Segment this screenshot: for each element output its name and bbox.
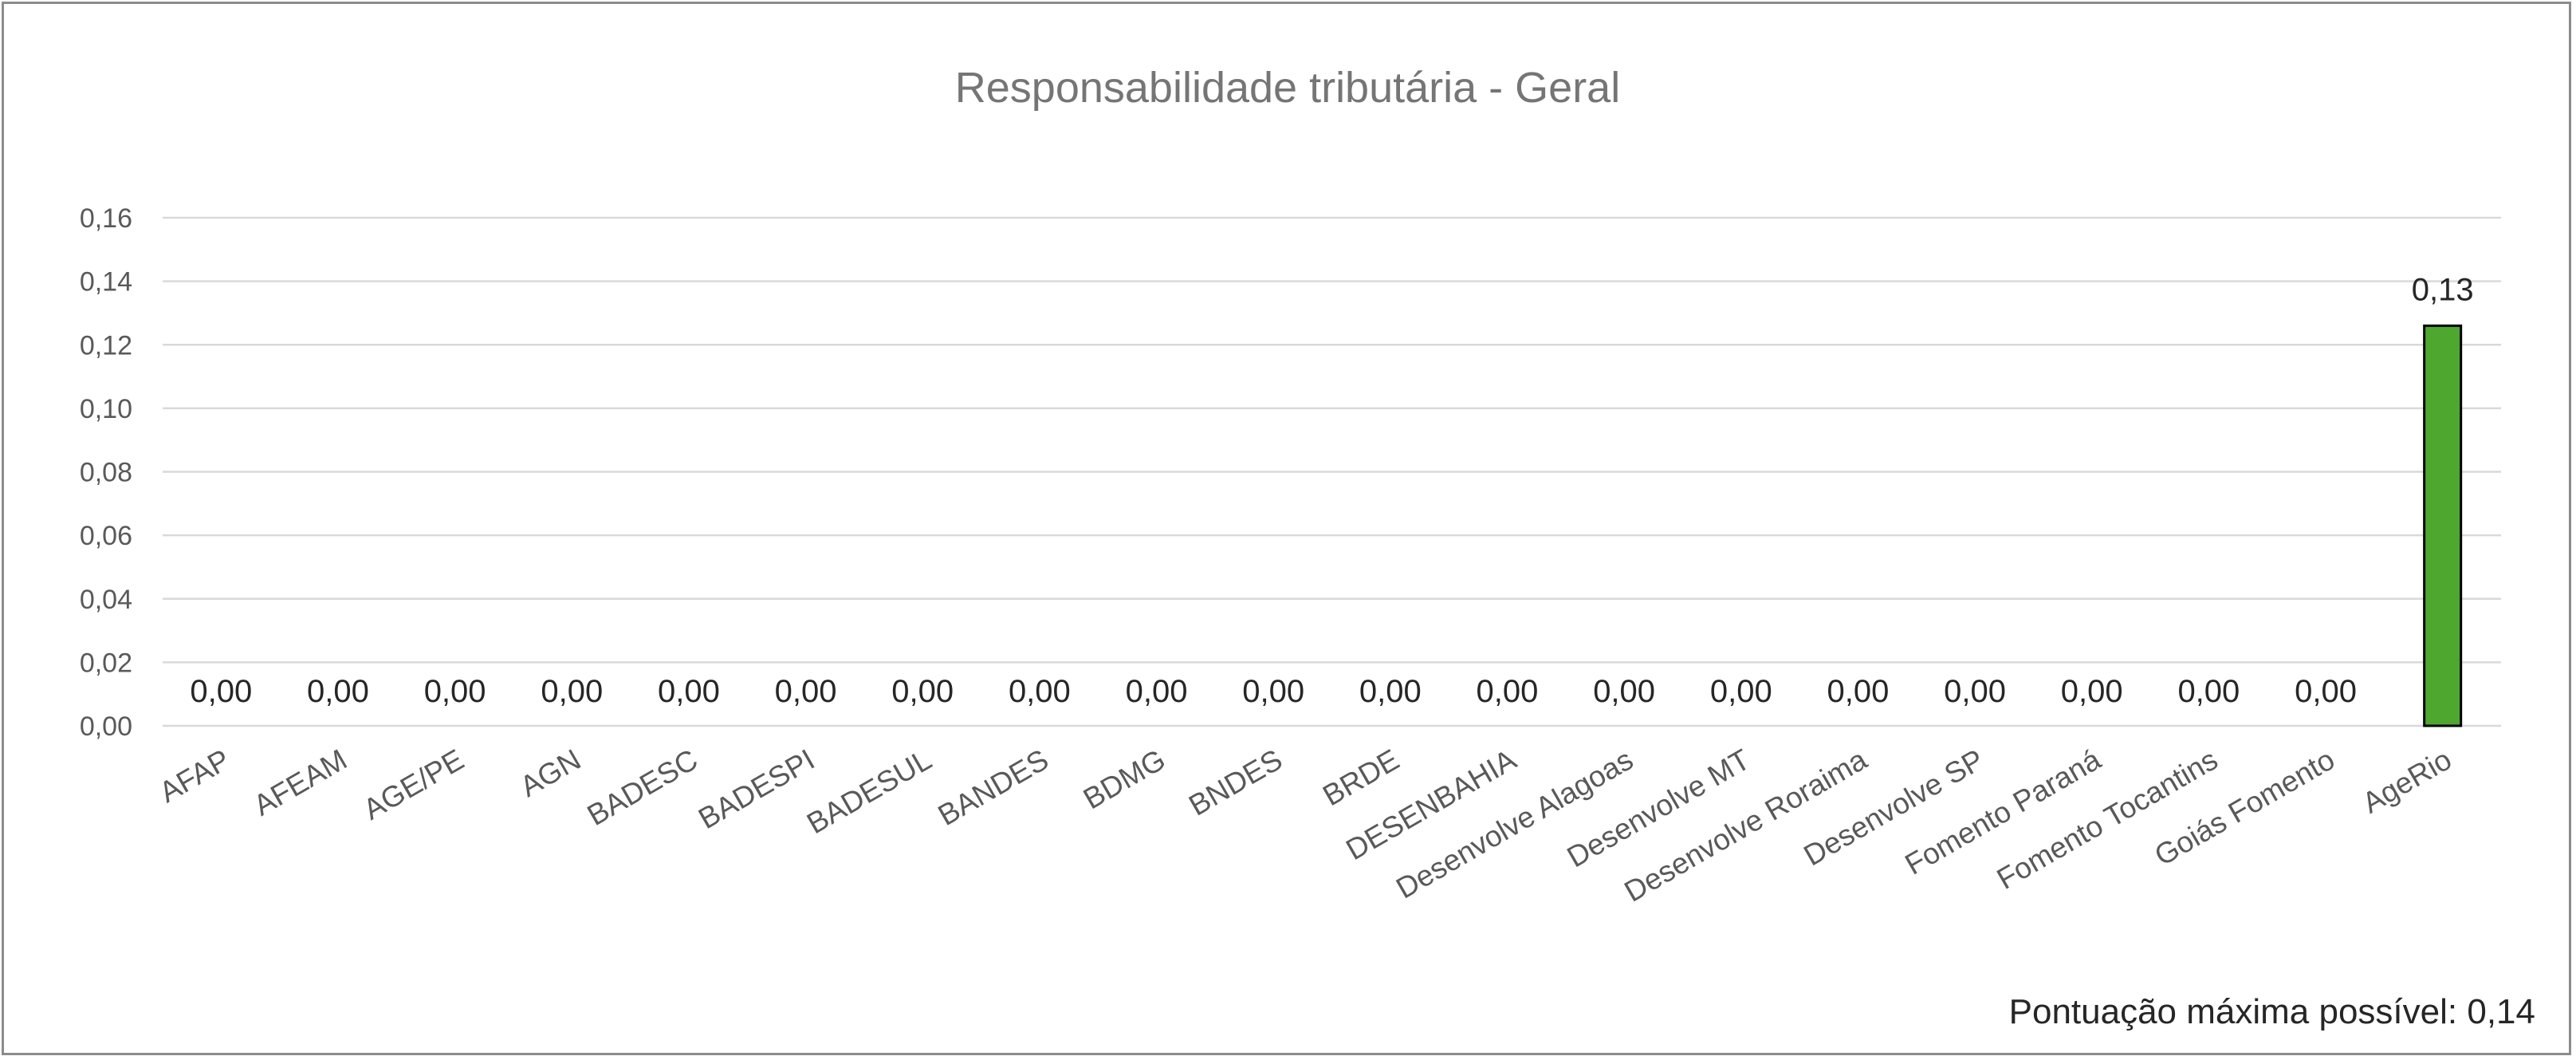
x-tick-label: BADESPI — [693, 743, 820, 835]
data-labels: 0,00 0,00 0,00 0,00 0,00 0,00 0,00 0,00 0,00 0,00… — [190, 272, 2473, 709]
x-tick-label: BADESUL — [801, 743, 937, 840]
x-tick-label: AGE/PE — [358, 743, 470, 826]
y-tick-label: 0,06 — [80, 521, 132, 551]
y-tick-label: 0,00 — [80, 711, 132, 742]
data-label: 0,00 — [1242, 674, 1304, 709]
data-label: 0,00 — [190, 674, 252, 709]
y-tick-label: 0,12 — [80, 330, 132, 361]
y-tick-label: 0,04 — [80, 585, 132, 615]
y-axis-ticks: 0,00 0,02 0,04 0,06 0,08 0,10 0,12 0,14 0,16 — [80, 203, 132, 742]
data-label: 0,00 — [2295, 674, 2357, 709]
chart-title: Responsabilidade tributária - Geral — [955, 64, 1620, 112]
data-label: 0,00 — [891, 674, 954, 709]
data-label: 0,00 — [1944, 674, 2006, 709]
y-tick-label: 0,14 — [80, 267, 132, 298]
x-tick-label: AgeRio — [2357, 743, 2457, 819]
x-tick-label: BRDE — [1317, 743, 1405, 812]
data-label: 0,00 — [775, 674, 837, 709]
data-label: 0,00 — [2177, 674, 2240, 709]
data-label: 0,00 — [1009, 674, 1071, 709]
gridlines — [163, 216, 2501, 727]
data-label: 0,00 — [1710, 674, 1772, 709]
x-tick-label: Fomento Tocantins — [1992, 743, 2224, 895]
x-tick-label: AFEAM — [248, 743, 352, 822]
x-tick-label: AFAP — [154, 743, 235, 809]
data-label: 0,00 — [1359, 674, 1422, 709]
max-score-annotation: Pontuação máxima possível: 0,14 — [2009, 992, 2535, 1031]
x-tick-label: BADESC — [582, 743, 703, 832]
data-label: 0,00 — [2061, 674, 2123, 709]
data-label: 0,00 — [424, 674, 486, 709]
data-label: 0,00 — [658, 674, 720, 709]
x-tick-label: AGN — [514, 743, 586, 803]
data-label: 0,00 — [1827, 674, 1889, 709]
data-label: 0,00 — [1593, 674, 1655, 709]
bar — [2423, 324, 2463, 727]
x-tick-label: BNDES — [1183, 743, 1288, 822]
x-tick-label: BDMG — [1078, 743, 1171, 815]
x-axis-ticks: AFAP AFEAM AGE/PE AGNBADESCBADESPIBADESULBA… — [154, 743, 2457, 908]
y-tick-label: 0,02 — [80, 648, 132, 678]
y-tick-label: 0,16 — [80, 203, 132, 234]
y-tick-label: 0,10 — [80, 394, 132, 424]
data-label: 0,00 — [1126, 674, 1188, 709]
x-tick-label: BANDES — [933, 743, 1054, 832]
bars — [2423, 324, 2463, 727]
data-label: 0,13 — [2412, 272, 2474, 307]
data-label: 0,00 — [307, 674, 369, 709]
data-label: 0,00 — [541, 674, 603, 709]
data-label: 0,00 — [1477, 674, 1539, 709]
y-tick-label: 0,08 — [80, 458, 132, 488]
